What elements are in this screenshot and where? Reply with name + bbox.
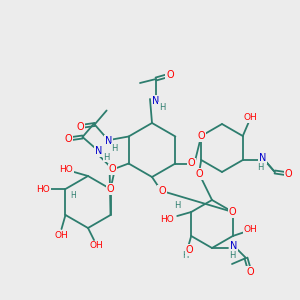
Text: O: O bbox=[109, 164, 116, 175]
Text: O: O bbox=[188, 158, 195, 169]
Text: H: H bbox=[103, 152, 110, 161]
Text: N: N bbox=[259, 153, 266, 163]
Text: HO: HO bbox=[59, 166, 73, 175]
Text: H: H bbox=[111, 144, 118, 153]
Text: O: O bbox=[197, 131, 205, 141]
Text: N: N bbox=[105, 136, 112, 146]
Text: OH: OH bbox=[244, 113, 258, 122]
Text: N: N bbox=[152, 96, 160, 106]
Text: OH: OH bbox=[244, 226, 258, 235]
Text: O: O bbox=[185, 245, 193, 255]
Text: N: N bbox=[95, 146, 102, 156]
Text: H: H bbox=[174, 202, 180, 211]
Text: O: O bbox=[158, 186, 166, 196]
Text: H: H bbox=[229, 251, 235, 260]
Text: H: H bbox=[159, 103, 165, 112]
Text: O: O bbox=[229, 207, 237, 217]
Text: O: O bbox=[77, 122, 84, 131]
Text: O: O bbox=[166, 70, 174, 80]
Text: H: H bbox=[258, 164, 264, 172]
Text: O: O bbox=[65, 134, 72, 144]
Text: H: H bbox=[70, 190, 76, 200]
Text: N: N bbox=[230, 241, 238, 251]
Text: O: O bbox=[285, 169, 292, 179]
Text: OH: OH bbox=[89, 242, 103, 250]
Text: H: H bbox=[182, 251, 188, 260]
Text: O: O bbox=[107, 184, 114, 194]
Text: HO: HO bbox=[160, 215, 174, 224]
Text: OH: OH bbox=[55, 230, 68, 239]
Text: HO: HO bbox=[37, 184, 50, 194]
Text: O: O bbox=[195, 169, 203, 179]
Text: O: O bbox=[246, 267, 254, 277]
